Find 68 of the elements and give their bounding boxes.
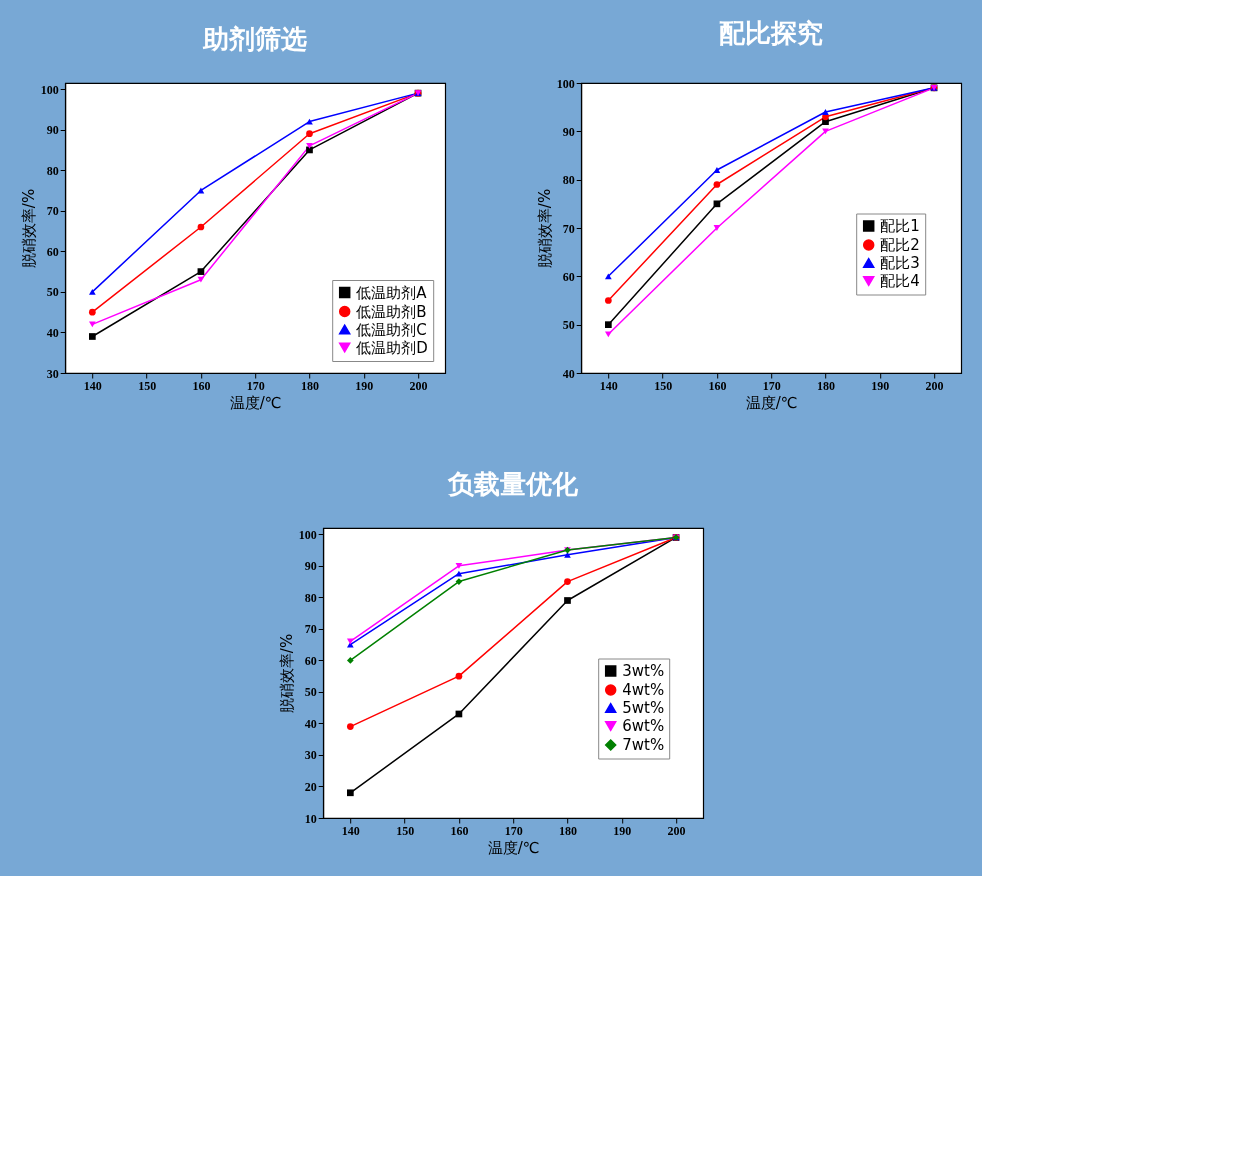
x-tick-label: 150 [138, 378, 157, 393]
x-tick-label: 190 [355, 378, 374, 393]
x-tick-label: 180 [816, 378, 835, 393]
x-tick-label: 150 [654, 378, 673, 393]
legend-label: 配比3 [880, 254, 920, 272]
x-tick-label: 150 [396, 823, 415, 838]
y-tick-label: 60 [46, 244, 59, 259]
x-tick-label: 140 [599, 378, 618, 393]
y-tick-label: 70 [46, 204, 59, 219]
legend-label: 6wt% [622, 717, 665, 735]
legend-label: 5wt% [622, 699, 665, 717]
x-tick-label: 170 [504, 823, 523, 838]
y-tick-label: 50 [562, 318, 575, 333]
y-tick-label: 30 [304, 748, 317, 763]
y-tick-label: 70 [304, 622, 317, 637]
x-tick-label: 200 [667, 823, 686, 838]
chart-title: 助剂筛选 [202, 24, 308, 54]
y-tick-label: 50 [46, 285, 59, 300]
y-tick-label: 30 [46, 366, 59, 381]
y-tick-label: 80 [46, 163, 59, 178]
x-tick-label: 160 [450, 823, 469, 838]
legend-label: 配比4 [880, 272, 920, 290]
chart-title: 配比探究 [719, 18, 824, 48]
y-tick-label: 50 [304, 685, 317, 700]
legend-label: 低温助剂A [356, 283, 428, 302]
y-tick-label: 90 [562, 124, 575, 139]
legend-label: 7wt% [622, 736, 665, 754]
x-tick-label: 190 [871, 378, 890, 393]
x-axis-title: 温度/℃ [229, 393, 282, 412]
legend-label: 低温助剂B [356, 302, 427, 321]
x-axis-title: 温度/℃ [745, 393, 798, 412]
y-tick-label: 80 [304, 590, 317, 605]
legend-label: 配比2 [880, 236, 920, 254]
y-axis-title: 脱硝效率/% [19, 188, 38, 269]
y-tick-label: 90 [304, 559, 317, 574]
legend-label: 配比1 [880, 217, 920, 235]
y-tick-label: 20 [304, 779, 317, 794]
x-tick-label: 170 [762, 378, 781, 393]
legend-label: 3wt% [622, 662, 665, 680]
x-tick-label: 180 [558, 823, 577, 838]
y-tick-label: 80 [562, 173, 575, 188]
y-tick-label: 60 [562, 269, 575, 284]
y-tick-label: 100 [298, 527, 317, 542]
x-tick-label: 190 [613, 823, 632, 838]
x-tick-label: 160 [708, 378, 727, 393]
y-tick-label: 100 [40, 82, 59, 97]
y-tick-label: 60 [304, 653, 317, 668]
y-tick-label: 70 [562, 221, 575, 236]
x-tick-label: 200 [925, 378, 944, 393]
x-tick-label: 140 [83, 378, 102, 393]
x-tick-label: 140 [341, 823, 360, 838]
chart-title: 负载量优化 [447, 469, 580, 499]
y-tick-label: 10 [304, 811, 317, 826]
x-tick-label: 160 [192, 378, 211, 393]
y-axis-title: 脱硝效率/% [535, 188, 554, 269]
y-tick-label: 40 [46, 325, 59, 340]
x-axis-title: 温度/℃ [487, 838, 540, 857]
legend-label: 4wt% [622, 681, 665, 699]
y-tick-label: 40 [562, 366, 575, 381]
y-axis-title: 脱硝效率/% [277, 633, 296, 714]
legend-label: 低温助剂C [356, 320, 427, 339]
y-tick-label: 90 [46, 123, 59, 138]
legend-label: 低温助剂D [356, 338, 428, 357]
x-tick-label: 170 [246, 378, 265, 393]
y-tick-label: 100 [556, 76, 575, 91]
x-tick-label: 180 [300, 378, 319, 393]
x-tick-label: 200 [409, 378, 428, 393]
y-tick-label: 40 [304, 716, 317, 731]
